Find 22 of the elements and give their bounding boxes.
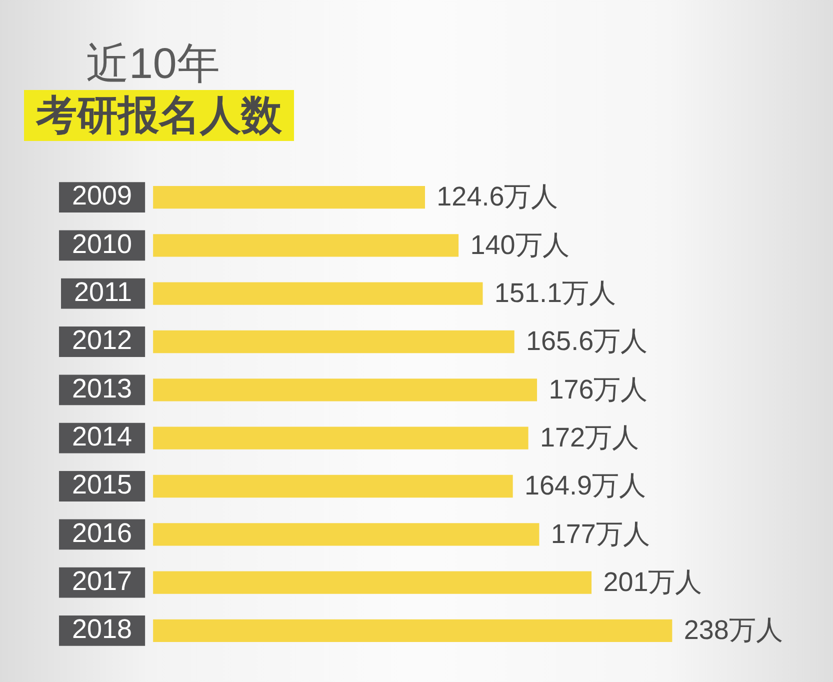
data-label: 124.6万人 <box>436 182 558 212</box>
y-tick-label: 2011 <box>74 277 132 308</box>
data-label: 140万人 <box>470 230 570 260</box>
y-tick-label: 2017 <box>72 566 132 596</box>
data-label: 238万人 <box>684 615 783 646</box>
y-tick-label: 2018 <box>72 614 132 644</box>
data-label: 201万人 <box>603 567 702 598</box>
y-tick-label: 2012 <box>72 325 132 356</box>
y-tick-label: 2016 <box>72 518 132 548</box>
y-tick-label: 2015 <box>72 470 132 500</box>
data-label: 172万人 <box>540 422 640 453</box>
chart-subtitle: 考研报名人数 <box>24 90 294 141</box>
y-tick-label: 2014 <box>72 422 132 452</box>
y-tick-label: 2010 <box>72 228 132 259</box>
chart-title: 近10年 <box>86 40 220 88</box>
data-label: 165.6万人 <box>526 326 648 356</box>
y-tick-label: 2009 <box>72 180 132 211</box>
data-label: 177万人 <box>550 518 650 549</box>
y-tick-label: 2013 <box>72 373 132 404</box>
data-label: 151.1万人 <box>494 278 616 308</box>
data-label: 164.9万人 <box>524 470 646 501</box>
data-label: 176万人 <box>548 374 648 404</box>
